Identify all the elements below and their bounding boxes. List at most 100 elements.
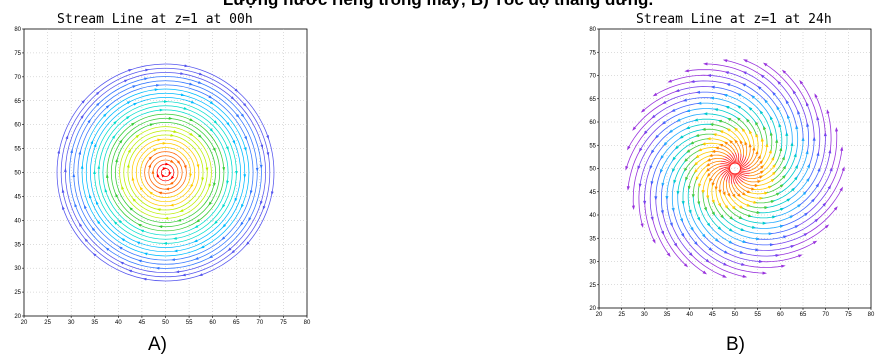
streamline-arrow xyxy=(194,224,199,229)
streamline-spiral xyxy=(705,209,721,230)
streamline-spiral xyxy=(633,102,665,130)
streamline-plot-a: 20 25 30 35 40 45 50 55 60 65 70 75 80 20 25 30 35 40 45 50… xyxy=(14,27,311,324)
streamline-spiral xyxy=(782,192,806,210)
streamline-spiral xyxy=(676,86,713,92)
streamline-arrow xyxy=(144,77,149,81)
streamline-arrow xyxy=(632,126,637,131)
x-tick-label: 40 xyxy=(115,320,122,324)
streamline-arrow xyxy=(243,147,247,152)
streamline-arrow xyxy=(722,274,727,278)
streamline-spiral xyxy=(743,83,766,101)
streamline-spiral xyxy=(695,118,720,122)
x-tick-label: 30 xyxy=(68,320,75,324)
streamline-spiral xyxy=(686,69,727,73)
streamline-arrow xyxy=(201,177,205,182)
streamline-spiral xyxy=(727,128,741,142)
streamline-arrow xyxy=(115,193,119,198)
streamline-spiral xyxy=(766,198,790,208)
streamline-arrow xyxy=(666,252,671,258)
streamline-spiral xyxy=(816,188,843,221)
streamline-spiral xyxy=(699,219,718,242)
streamline-spiral xyxy=(722,158,733,165)
streamline-spiral xyxy=(644,110,673,134)
streamline-arrow xyxy=(180,72,185,75)
streamline-arrow xyxy=(93,170,96,175)
streamline-arrow xyxy=(189,173,192,178)
streamline-circle xyxy=(64,71,267,274)
streamline-spiral xyxy=(726,171,732,182)
streamline-spiral xyxy=(770,133,773,152)
streamline-spiral xyxy=(723,170,731,181)
streamline-spiral xyxy=(727,207,742,219)
streamline-arrow xyxy=(81,99,86,104)
y-tick-label: 50 xyxy=(589,167,596,173)
streamline-spiral xyxy=(707,166,720,177)
streamline-spiral xyxy=(729,153,736,164)
streamline-circle xyxy=(90,97,241,248)
streamline-circle xyxy=(69,76,262,269)
streamline-arrow xyxy=(748,142,752,148)
streamline-arrow xyxy=(132,197,136,202)
streamline-arrow xyxy=(706,74,712,78)
streamline-spiral xyxy=(817,117,821,154)
streamline-arrow xyxy=(84,238,88,243)
streamline-arrow xyxy=(159,108,164,112)
x-tick-label: 25 xyxy=(44,320,51,324)
streamline-spiral xyxy=(697,91,726,96)
streamline-spiral xyxy=(796,151,808,178)
streamline-arrow xyxy=(758,259,764,263)
streamline-spiral xyxy=(746,119,757,135)
streamline-spiral xyxy=(782,165,798,186)
streamline-spiral xyxy=(785,219,818,237)
streamline-spiral xyxy=(778,177,797,194)
streamline-arrow xyxy=(756,237,761,241)
streamline-spiral xyxy=(737,183,750,193)
panel-label-b: B) xyxy=(726,334,745,355)
streamline-spiral xyxy=(708,138,726,143)
streamline-spiral xyxy=(758,236,786,240)
streamline-arrow xyxy=(754,184,760,188)
streamline-arrow xyxy=(652,239,656,244)
streamline-spiral xyxy=(719,163,731,166)
streamline-spiral xyxy=(656,120,679,138)
streamline-spiral xyxy=(827,111,832,152)
streamline-arrow xyxy=(119,261,124,265)
streamline-spiral xyxy=(691,138,709,144)
streamline-arrow xyxy=(78,222,83,227)
y-tick-label: 75 xyxy=(589,50,596,56)
streamline-spiral xyxy=(759,172,775,182)
streamline-spiral xyxy=(651,131,671,153)
streamline-arrow xyxy=(153,148,158,152)
streamline-spiral xyxy=(712,86,739,95)
streamline-arrow xyxy=(743,59,748,63)
streamline-arrow xyxy=(115,158,118,163)
streamline-arrow xyxy=(835,127,839,132)
streamline-arrow xyxy=(176,160,181,165)
streamline-spiral xyxy=(714,134,731,142)
streamline-spiral xyxy=(685,164,696,180)
y-tick-label: 40 xyxy=(589,213,596,219)
streamline-spiral xyxy=(724,59,763,76)
streamline-arrow xyxy=(173,249,178,253)
x-tick-label: 70 xyxy=(822,312,829,318)
streamline-spiral xyxy=(738,153,742,165)
streamline-arrow xyxy=(157,138,162,142)
streamline-arrow xyxy=(249,190,253,195)
streamline-spiral xyxy=(726,252,762,262)
streamline-arrow xyxy=(61,188,65,193)
streamline-arrow xyxy=(96,102,100,107)
streamline-spiral xyxy=(752,95,771,118)
streamline-arrow xyxy=(208,95,213,99)
streamline-arrow xyxy=(790,141,794,147)
streamline-spiral xyxy=(676,245,706,274)
streamline-spiral xyxy=(720,228,746,243)
streamline-spiral xyxy=(793,165,810,190)
streamline-spiral xyxy=(644,167,651,204)
streamline-spiral xyxy=(731,152,737,164)
streamline-spiral xyxy=(738,155,744,166)
y-tick-label: 40 xyxy=(14,218,21,224)
streamline-arrow xyxy=(80,114,84,119)
streamline-arrow xyxy=(839,186,843,192)
streamline-arrow xyxy=(205,167,209,172)
streamline-spiral xyxy=(731,218,755,229)
